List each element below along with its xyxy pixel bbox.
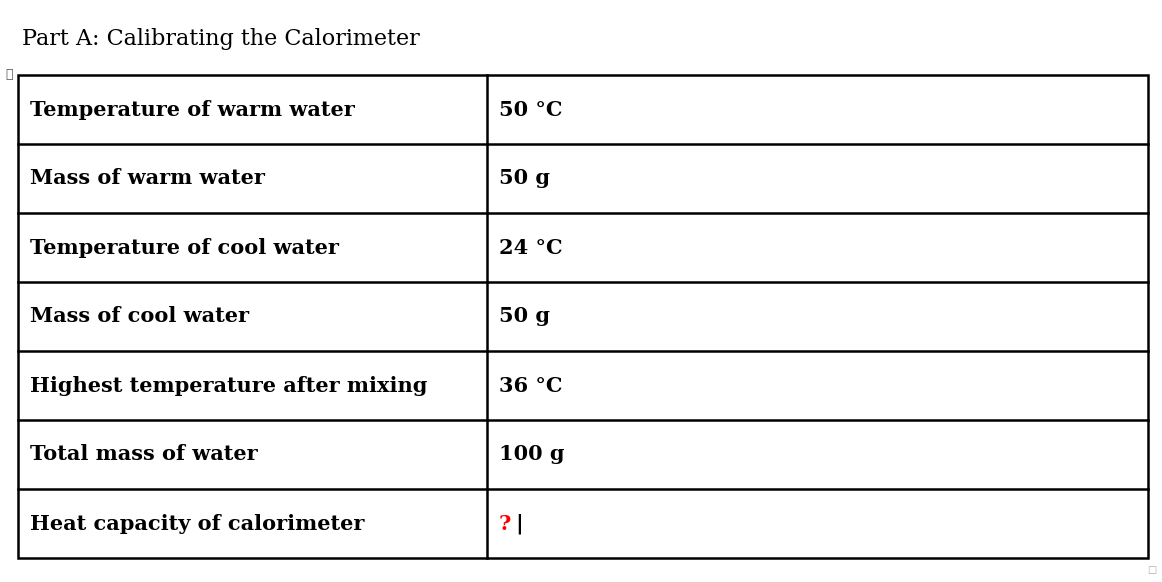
Text: 50 g: 50 g <box>498 169 550 189</box>
Text: ?: ? <box>498 513 511 534</box>
Text: Highest temperature after mixing: Highest temperature after mixing <box>30 375 428 396</box>
Text: Temperature of cool water: Temperature of cool water <box>30 237 339 257</box>
Text: 24 °C: 24 °C <box>498 237 562 257</box>
Text: Heat capacity of calorimeter: Heat capacity of calorimeter <box>30 513 365 534</box>
Text: 50 g: 50 g <box>498 307 550 327</box>
Text: 100 g: 100 g <box>498 445 565 464</box>
Text: 36 °C: 36 °C <box>498 375 562 396</box>
Text: Part A: Calibrating the Calorimeter: Part A: Calibrating the Calorimeter <box>22 28 419 50</box>
Text: □: □ <box>1147 565 1156 575</box>
Bar <box>17 75 1148 558</box>
Text: Total mass of water: Total mass of water <box>30 445 258 464</box>
Text: Temperature of warm water: Temperature of warm water <box>30 100 354 119</box>
Text: Mass of cool water: Mass of cool water <box>30 307 249 327</box>
Text: |: | <box>515 513 523 534</box>
Text: Mass of warm water: Mass of warm water <box>30 169 265 189</box>
Text: 50 °C: 50 °C <box>498 100 562 119</box>
Text: ⤢: ⤢ <box>5 68 13 81</box>
